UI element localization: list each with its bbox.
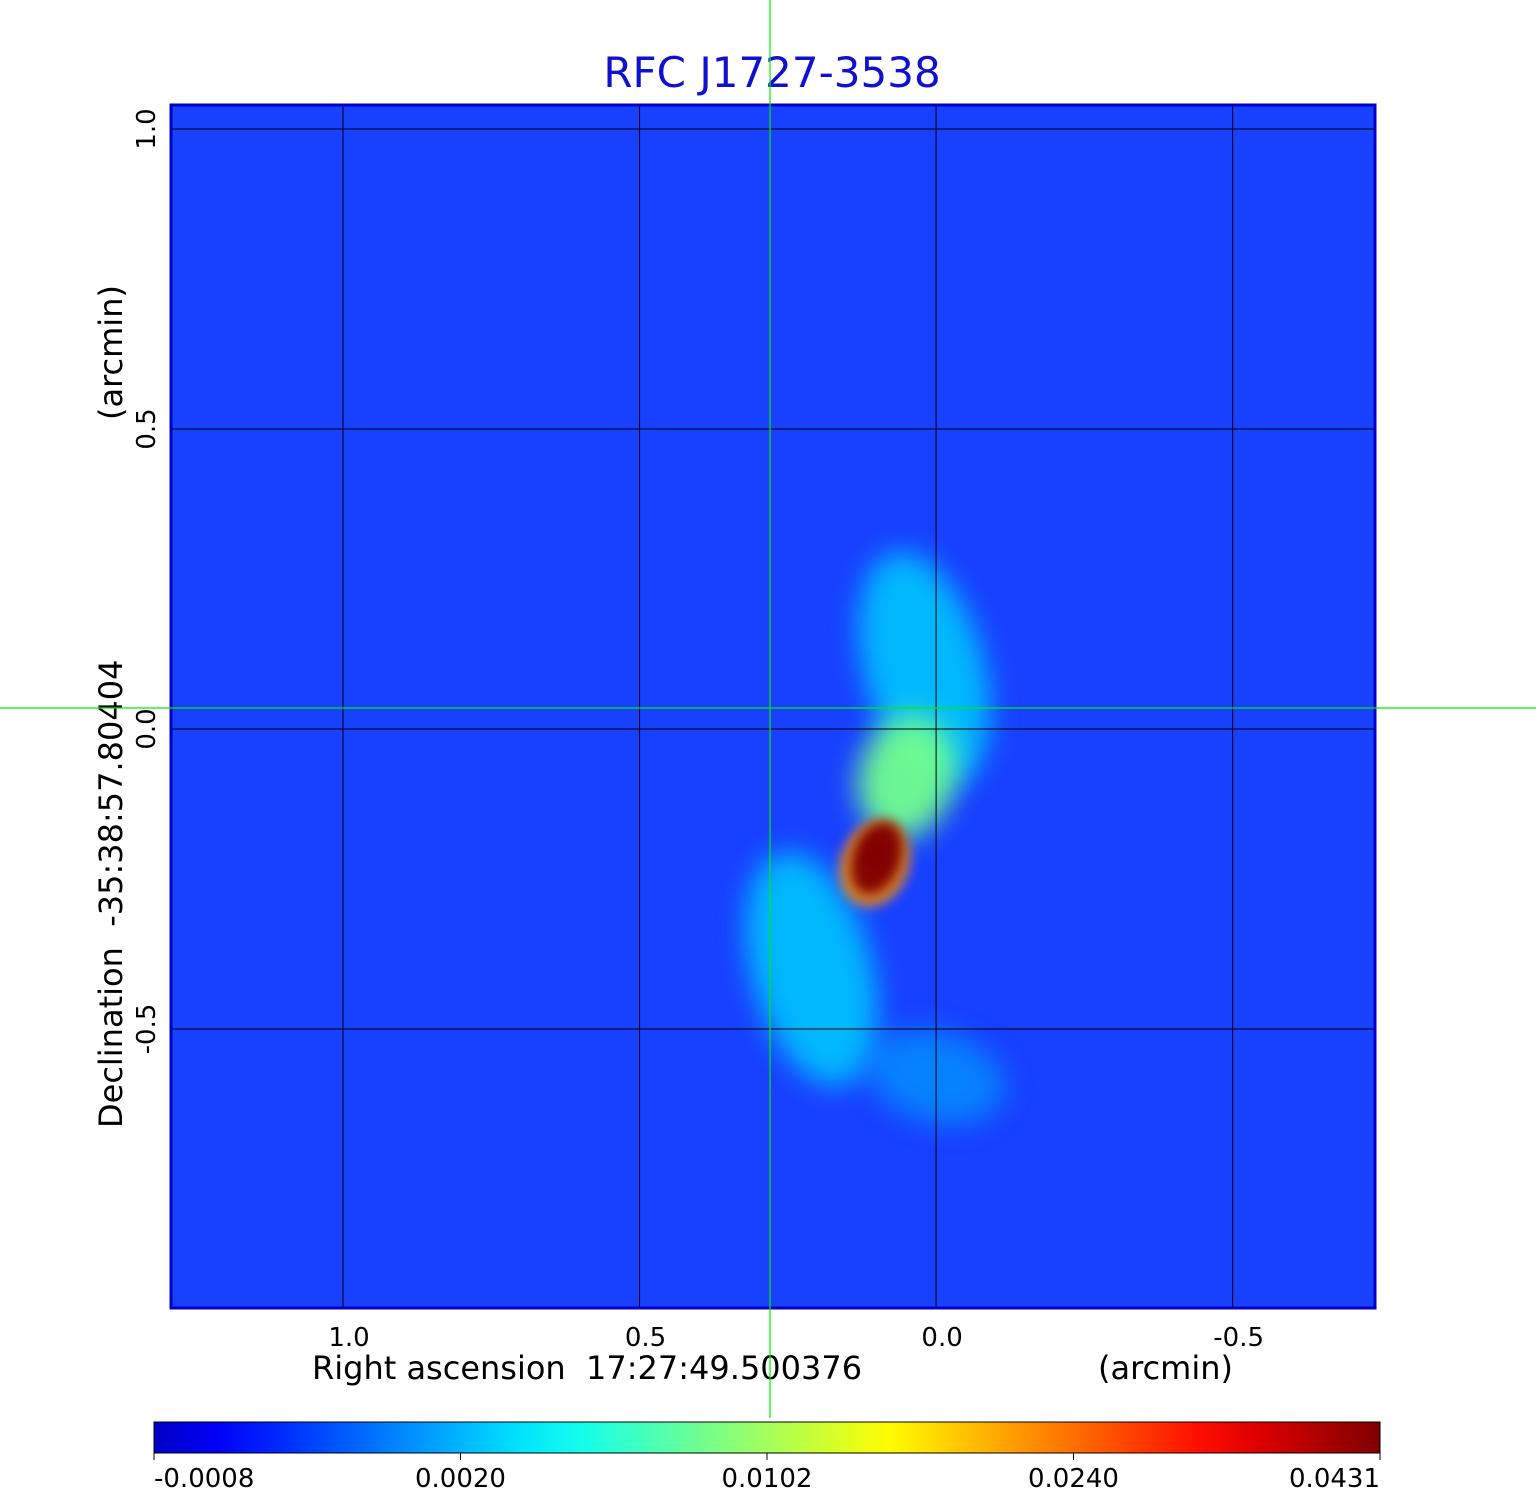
chart-title: RFC J1727-3538 bbox=[603, 48, 940, 97]
peak-core bbox=[864, 836, 889, 872]
colorbar-tick-label: 0.0102 bbox=[722, 1464, 813, 1494]
heatmap-image bbox=[171, 105, 1375, 1308]
x-tick-label: -0.5 bbox=[1213, 1323, 1264, 1353]
extended-emission-blob bbox=[857, 715, 956, 839]
colorbar-tick-label: 0.0240 bbox=[1028, 1464, 1119, 1494]
colorbar-tick-labels: -0.0008 0.0020 0.0102 0.0240 0.0431 bbox=[153, 1453, 1381, 1494]
x-tick-labels: 1.0 0.5 0.0 -0.5 bbox=[328, 1323, 1264, 1353]
y-axis-unit: (arcmin) bbox=[92, 285, 130, 420]
y-tick-labels: 1.0 0.5 0.0 -0.5 bbox=[132, 108, 162, 1054]
colorbar-tick-label: 0.0020 bbox=[415, 1464, 506, 1494]
y-tick-label: 0.0 bbox=[132, 708, 162, 749]
x-tick-label: 0.0 bbox=[921, 1323, 962, 1353]
y-tick-label: -0.5 bbox=[132, 1004, 162, 1055]
heatmap-emission bbox=[745, 552, 1005, 1125]
colorbar-tick-label: -0.0008 bbox=[154, 1464, 254, 1494]
colorbar-gradient bbox=[153, 1421, 1381, 1454]
crosshair bbox=[0, 0, 1536, 1418]
plot-frame bbox=[169, 103, 1377, 1310]
jet-blob bbox=[745, 852, 878, 1086]
y-tick-label: 1.0 bbox=[132, 108, 162, 149]
plot-background bbox=[171, 105, 1375, 1308]
y-axis-label: Declination -35:38:57.80404 bbox=[92, 660, 130, 1128]
x-axis-label: Right ascension 17:27:49.500376 bbox=[312, 1349, 862, 1387]
x-tick-label: 1.0 bbox=[328, 1323, 369, 1353]
colorbar-tick-label: 0.0431 bbox=[1289, 1464, 1380, 1494]
y-tick-label: 0.5 bbox=[132, 408, 162, 449]
colorbar: -0.0008 0.0020 0.0102 0.0240 0.0431 bbox=[153, 1421, 1381, 1494]
grid-lines bbox=[171, 105, 1375, 1308]
x-tick-label: 0.5 bbox=[625, 1323, 666, 1353]
x-axis-unit: (arcmin) bbox=[1098, 1349, 1233, 1387]
